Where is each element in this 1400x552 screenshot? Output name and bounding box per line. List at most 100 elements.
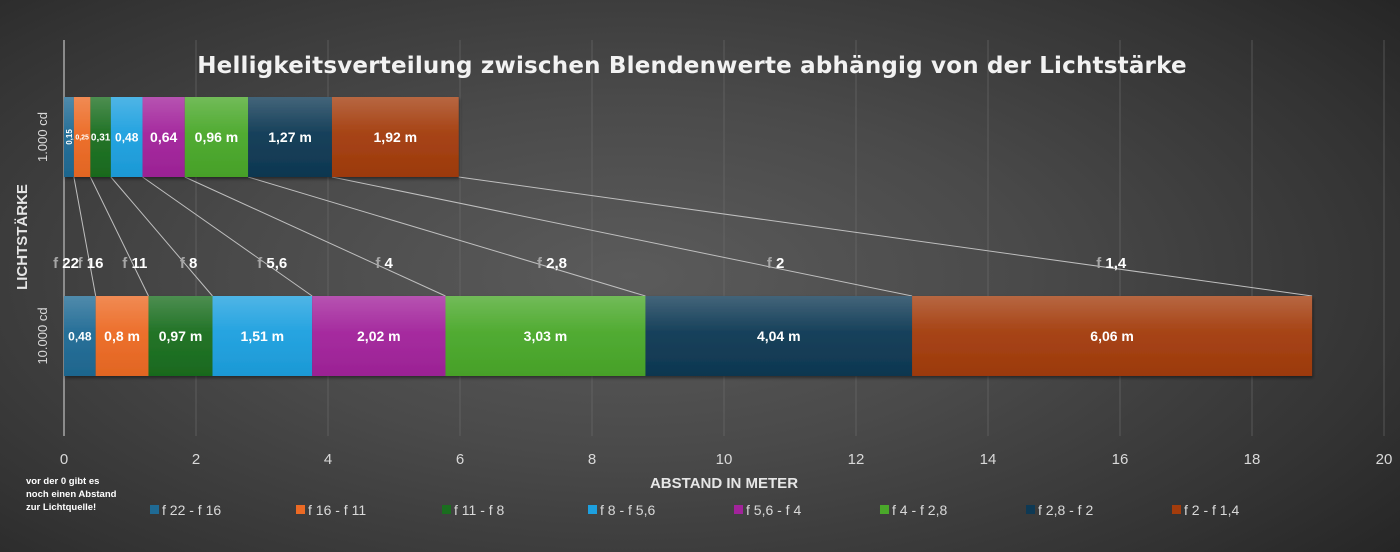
data-label: 0,8 m [104,328,140,344]
chart-title: Helligkeitsverteilung zwischen Blendenwe… [197,53,1187,79]
bar-row-1000cd [64,97,459,177]
legend-item: f 22 - f 16 [150,502,221,518]
bar-segment-shine [212,296,313,376]
data-label: 6,06 m [1090,328,1134,344]
x-tick-label: 18 [1244,451,1261,468]
f-stop-label: f 11 [122,255,147,272]
note-text: vor der 0 gibt es noch einen Abstand zur L… [26,476,117,513]
connector-line [110,176,213,297]
data-label: 0,15 [65,129,74,145]
legend-label: f 11 - f 8 [454,502,505,518]
legend: f 22 - f 16 f 16 - f 11 f 11 - f 8 f 8 - f … [150,502,1239,518]
legend-label: f 16 - f 11 [308,502,366,518]
f-stop-label: f 2,8 [537,255,567,272]
data-label: 0,48 [115,130,139,144]
bar-segment-shine [445,296,646,376]
bar-segment-shine [64,296,96,376]
legend-label: f 2,8 - f 2 [1038,502,1093,518]
legend-label: f 5,6 - f 4 [746,502,801,518]
f-stop-label: f 1,4 [1096,255,1127,272]
bar-segment-shine [248,97,332,177]
category-label: 10.000 cd [35,307,50,364]
bar-segment-shine [148,296,213,376]
data-label: 0,25 [75,135,89,142]
legend-swatch [1172,505,1181,514]
bar-segment-shine [331,97,459,177]
legend-swatch [1026,505,1035,514]
bar-segment-shine [95,296,149,376]
x-tick-label: 4 [324,451,332,468]
f-stop-label: f 5,6 [257,255,287,272]
data-label: 3,03 m [524,328,568,344]
x-tick-label: 0 [60,451,68,468]
bar-row-10000cd [64,296,1313,376]
legend-item: f 16 - f 11 [296,502,366,518]
legend-item: f 2 - f 1,4 [1172,502,1239,518]
x-tick-label: 20 [1376,451,1393,468]
legend-item: f 8 - f 5,6 [588,502,655,518]
data-label: 1,51 m [241,328,285,344]
data-label: 2,02 m [357,328,401,344]
note-line: noch einen Abstand [26,489,117,500]
x-axis-ticks: 0 2 4 6 8 10 12 14 16 18 20 [60,451,1393,468]
bar-segment-shine [184,97,249,177]
connector-line [247,176,646,297]
data-label: 0,96 m [195,129,239,145]
f-stop-label: f 4 [375,255,393,272]
bar-segment-shine [64,97,74,177]
bar-segment-shine [912,296,1313,376]
connector-line [331,176,913,297]
x-tick-label: 16 [1112,451,1129,468]
x-tick-label: 2 [192,451,200,468]
connector-line [73,176,97,297]
legend-swatch [150,505,159,514]
data-label: 1,27 m [268,129,312,145]
bar-segment-shine [312,296,446,376]
bar-segment-shine [110,97,143,177]
bar-segment-shine [90,97,111,177]
legend-swatch [880,505,889,514]
connector-line [458,176,1313,297]
bar-segment-shine [73,97,91,177]
x-axis-title: ABSTAND IN METER [650,475,798,492]
x-tick-label: 8 [588,451,596,468]
y-axis-title: LICHTSTÄRKE [14,184,31,290]
x-tick-label: 10 [716,451,733,468]
note-line: vor der 0 gibt es [26,476,99,487]
x-tick-label: 12 [848,451,865,468]
legend-swatch [588,505,597,514]
f-stop-label: f 22 [53,255,79,272]
bars: 0,15 0,25 0,31 0,48 0,64 0,96 m 1,27 m 1,92 m 0,… [64,97,1313,376]
bar-segment-shine [645,296,913,376]
f-stop-label: f 2 [767,255,785,272]
legend-swatch [734,505,743,514]
legend-label: f 8 - f 5,6 [600,502,655,518]
legend-label: f 4 - f 2,8 [892,502,947,518]
data-label: 1,92 m [374,129,418,145]
data-label: 0,64 [150,129,177,145]
data-label: 0,48 [68,329,92,343]
note-line: zur Lichtquelle! [26,502,96,513]
connector-line [184,176,446,297]
connector-line [142,176,313,297]
f-stop-labels: f 22f 16 f 11 f 8 f 5,6 f 4 f 2,8 f 2 f 1,4 [53,255,1127,272]
data-label: 0,97 m [159,328,203,344]
data-label: 4,04 m [757,328,801,344]
connector-lines [73,176,1313,297]
bar-segment-shine [142,97,185,177]
x-tick-label: 6 [456,451,464,468]
legend-swatch [442,505,451,514]
legend-item: f 5,6 - f 4 [734,502,801,518]
category-label: 1.000 cd [35,112,50,162]
legend-item: f 11 - f 8 [442,502,505,518]
legend-item: f 2,8 - f 2 [1026,502,1093,518]
x-tick-label: 14 [980,451,997,468]
f-stop-label: f 8 [180,255,198,272]
legend-label: f 22 - f 16 [162,502,221,518]
legend-item: f 4 - f 2,8 [880,502,947,518]
legend-label: f 2 - f 1,4 [1184,502,1239,518]
legend-swatch [296,505,305,514]
category-labels: 1.000 cd 10.000 cd [35,112,50,364]
connector-line [89,176,149,297]
